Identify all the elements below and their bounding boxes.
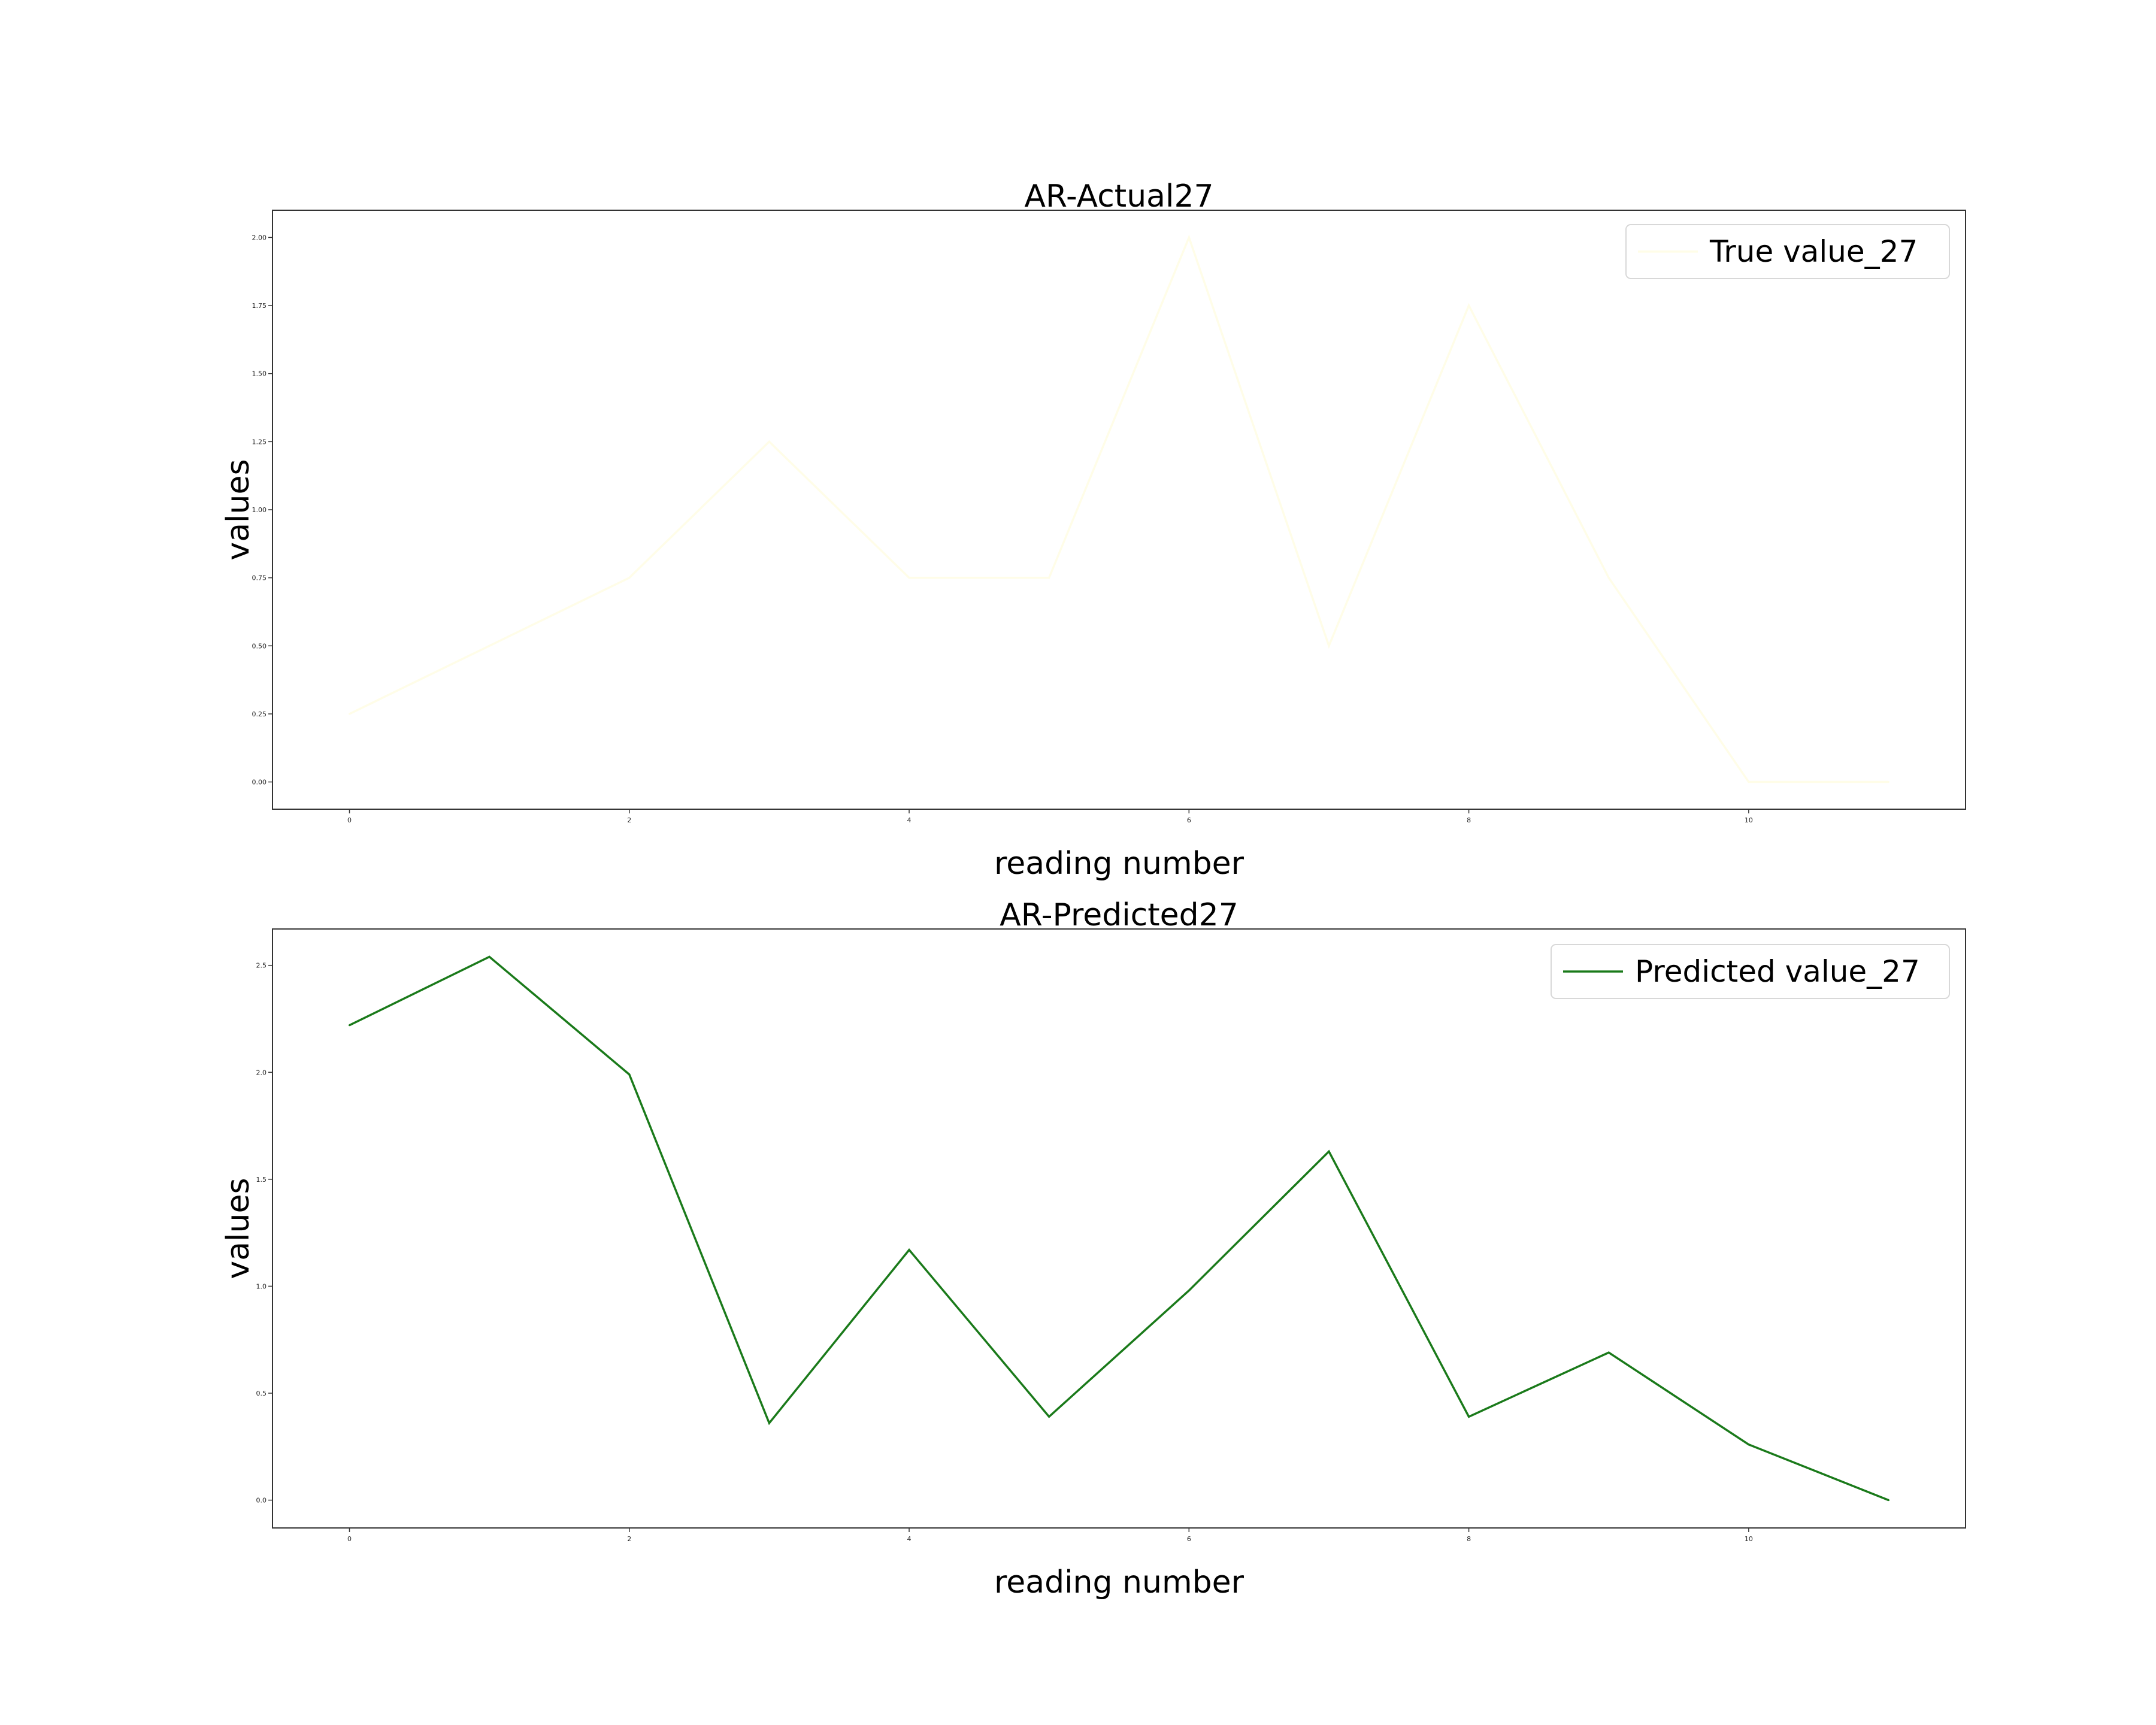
data-point xyxy=(349,713,350,715)
x-tick-label: 8 xyxy=(1467,1535,1471,1543)
chart-title: AR-Actual27 xyxy=(1024,178,1213,214)
x-tick-label: 10 xyxy=(1745,816,1753,824)
data-point xyxy=(488,644,490,647)
x-tick-label: 0 xyxy=(347,1535,352,1543)
data-point xyxy=(1888,781,1889,783)
data-point xyxy=(1048,1415,1050,1418)
legend-label: True value_27 xyxy=(1709,234,1918,269)
series-line-1 xyxy=(349,234,1889,783)
y-tick-label: 0.5 xyxy=(256,1390,267,1397)
data-point xyxy=(1188,236,1190,238)
x-tick-label: 4 xyxy=(907,816,912,824)
y-axis-label: values xyxy=(220,1178,256,1279)
data-point xyxy=(768,1422,770,1424)
legend-box xyxy=(1625,224,1950,279)
data-point xyxy=(349,1024,350,1027)
data-point xyxy=(1468,1415,1470,1418)
data-point xyxy=(1328,644,1330,647)
data-point xyxy=(628,577,631,579)
y-tick-label: 0.25 xyxy=(252,710,267,718)
y-tick-label: 1.5 xyxy=(256,1176,267,1184)
y-tick-label: 0.75 xyxy=(252,574,267,582)
y-tick-label: 1.00 xyxy=(252,506,267,514)
y-tick-label: 1.0 xyxy=(256,1282,267,1290)
y-tick-label: 1.25 xyxy=(252,438,267,446)
series-line-1 xyxy=(349,955,1889,1502)
x-tick-label: 2 xyxy=(627,1535,631,1543)
plot-frame xyxy=(272,928,1966,1529)
data-point xyxy=(908,1249,910,1251)
plot-frame xyxy=(272,210,1966,810)
data-point xyxy=(1748,1443,1750,1446)
chart-panel-2: AR-Predicted27 reading number values 0 2 4 6 8 1… xyxy=(220,897,1966,1600)
data-point xyxy=(1188,1290,1190,1292)
x-tick-label: 10 xyxy=(1745,1535,1753,1543)
data-point xyxy=(1048,577,1050,579)
x-tick-label: 8 xyxy=(1467,816,1471,824)
data-point xyxy=(488,955,490,958)
y-tick-label: 0.00 xyxy=(252,779,267,786)
y-tick-label: 2.5 xyxy=(256,962,267,970)
data-point xyxy=(1748,781,1750,783)
legend: Predicted value_27 xyxy=(1551,944,1950,999)
x-axis-label: reading number xyxy=(994,1564,1244,1600)
x-tick-label: 2 xyxy=(627,816,631,824)
data-point xyxy=(628,1073,631,1076)
legend: True value_27 xyxy=(1625,224,1950,279)
x-tick-label: 0 xyxy=(347,816,352,824)
data-point xyxy=(768,440,770,443)
data-point xyxy=(1888,1499,1889,1502)
data-point xyxy=(1468,304,1470,307)
data-point xyxy=(908,577,910,579)
x-tick-label: 4 xyxy=(907,1535,912,1543)
y-tick-label: 0.50 xyxy=(252,642,267,650)
data-point xyxy=(1607,577,1610,579)
y-tick-label: 2.00 xyxy=(252,234,267,241)
data-point xyxy=(1328,1150,1330,1152)
x-tick-label: 6 xyxy=(1187,1535,1191,1543)
x-axis-label: reading number xyxy=(994,846,1244,882)
data-point xyxy=(1607,1351,1610,1354)
chart-panel-1: AR-Actual27 reading number values 0 2 4 6 8 10 0.… xyxy=(220,178,1966,882)
chart-title: AR-Predicted27 xyxy=(1000,897,1239,933)
y-tick-label: 2.0 xyxy=(256,1069,267,1076)
y-tick-label: 1.50 xyxy=(252,370,267,378)
legend-box xyxy=(1551,944,1950,999)
y-tick-label: 0.0 xyxy=(256,1497,267,1505)
y-axis-label: values xyxy=(220,459,256,560)
x-tick-label: 6 xyxy=(1187,816,1191,824)
legend-label: Predicted value_27 xyxy=(1635,954,1920,989)
y-tick-label: 1.75 xyxy=(252,302,267,310)
